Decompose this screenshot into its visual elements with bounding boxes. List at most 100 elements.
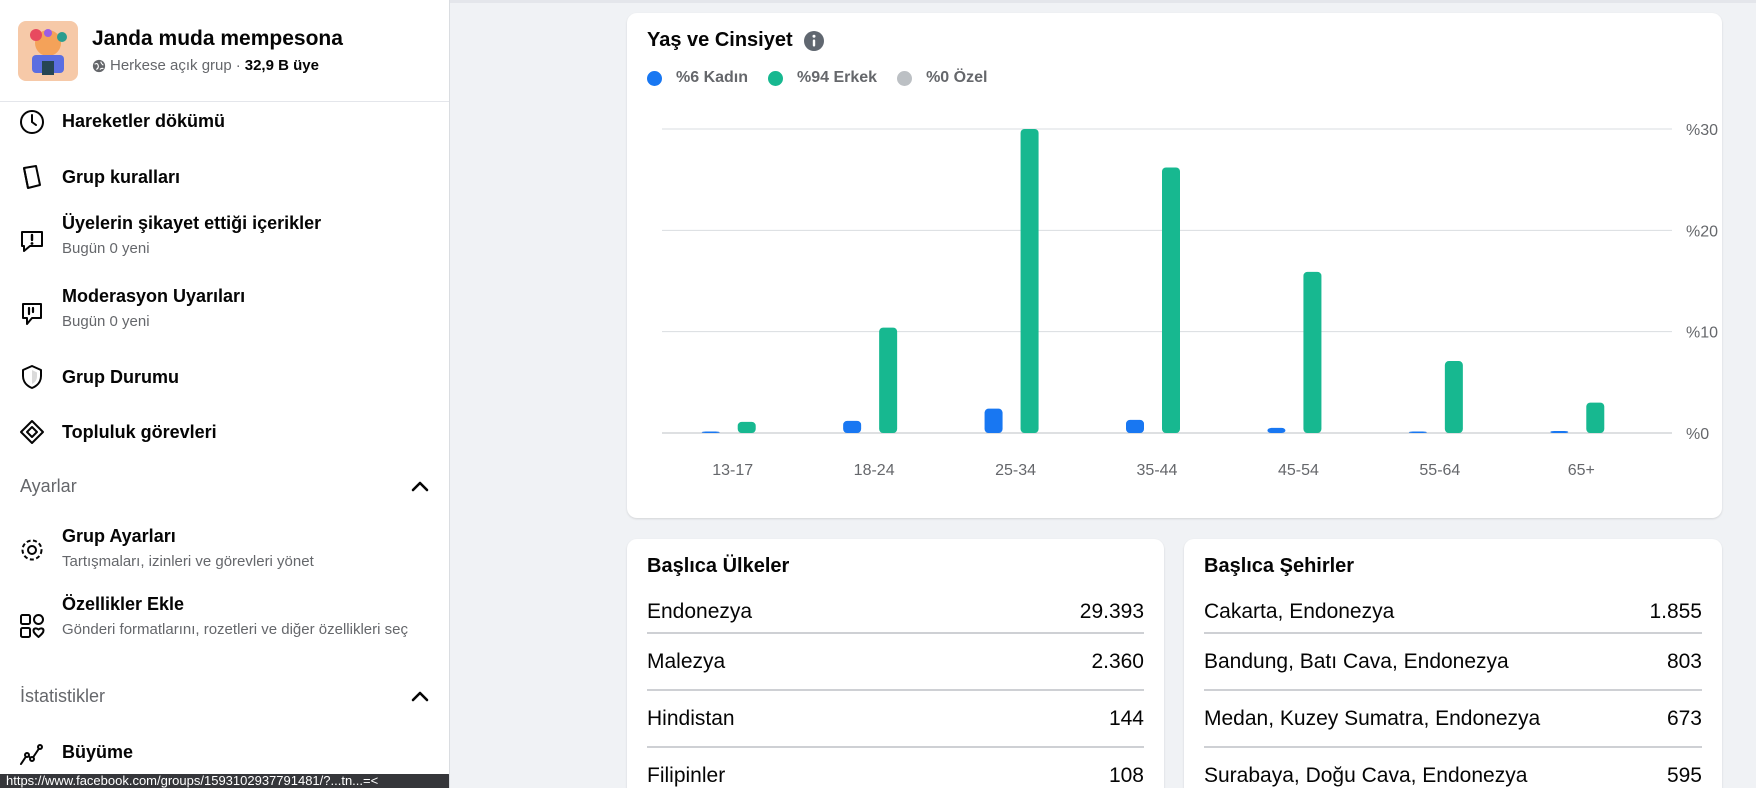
report-icon bbox=[21, 231, 43, 252]
city-value: 1.855 bbox=[1649, 599, 1702, 623]
legend-label: %94 Erkek bbox=[797, 69, 878, 86]
sidebar-item-label: Üyelerin şikayet ettiği içerikler bbox=[62, 213, 322, 233]
chevron-up-icon[interactable] bbox=[410, 687, 430, 707]
x-tick-label: 25-34 bbox=[995, 462, 1036, 479]
section-title: Ayarlar bbox=[20, 476, 77, 496]
top-divider bbox=[450, 0, 1756, 3]
chart-legend: %6 Kadın %94 Erkek %0 Özel bbox=[647, 69, 991, 87]
y-tick-label: %10 bbox=[1686, 325, 1718, 342]
list-item: Malezya 2.360 bbox=[647, 634, 1144, 691]
sidebar-item-add-features[interactable]: Özellikler Ekle Gönderi formatlarını, ro… bbox=[0, 594, 449, 640]
legend-item-male: %94 Erkek bbox=[768, 69, 877, 87]
country-name: Hindistan bbox=[647, 706, 735, 730]
bar-erkek-45-54[interactable] bbox=[1303, 271, 1322, 433]
sidebar-item-sub: Bugün 0 yeni bbox=[62, 313, 150, 330]
x-tick-label: 45-54 bbox=[1278, 462, 1319, 479]
sidebar-item-sub: Tartışmaları, izinleri ve görevleri yöne… bbox=[62, 553, 314, 570]
sidebar-item-reported-content[interactable]: Üyelerin şikayet ettiği içerikler Bugün … bbox=[0, 213, 449, 259]
city-name: Cakarta, Endonezya bbox=[1204, 599, 1395, 623]
age-gender-card: Yaş ve Cinsiyet %6 Kadın %94 Erkek %0 Öz… bbox=[627, 13, 1722, 518]
top-countries-card: Başlıca Ülkeler Endonezya 29.393 Malezya 2… bbox=[627, 539, 1164, 788]
bar-kadın-55-64[interactable] bbox=[1408, 431, 1427, 434]
meta-separator: · bbox=[235, 57, 241, 74]
top-cities-card: Başlıca Şehirler Cakarta, Endonezya 1.855… bbox=[1184, 539, 1722, 788]
chevron-up-icon[interactable] bbox=[410, 477, 430, 497]
sidebar-item-label: Özellikler Ekle bbox=[62, 594, 185, 614]
bar-erkek-35-44[interactable] bbox=[1162, 167, 1180, 434]
bar-kadın-13-17[interactable] bbox=[701, 431, 720, 434]
city-name: Bandung, Batı Cava, Endonezya bbox=[1204, 649, 1509, 673]
sidebar-item-group-settings[interactable]: Grup Ayarları Tartışmaları, izinleri ve … bbox=[0, 526, 449, 572]
sidebar-item-label: Grup Ayarları bbox=[62, 526, 176, 546]
list-title: Başlıca Ülkeler bbox=[647, 555, 790, 577]
country-name: Malezya bbox=[647, 649, 726, 673]
list-title: Başlıca Şehirler bbox=[1204, 555, 1355, 577]
bar-kadın-25-34[interactable] bbox=[984, 408, 1003, 433]
group-header[interactable]: Janda muda mempesona Herkese açık grup ·… bbox=[0, 0, 449, 102]
y-tick-label: %0 bbox=[1686, 426, 1709, 443]
group-avatar[interactable] bbox=[18, 20, 78, 81]
sidebar-item-group-rules[interactable]: Grup kuralları bbox=[0, 163, 449, 191]
list-item: Bandung, Batı Cava, Endonezya 803 bbox=[1204, 634, 1702, 691]
cities-list: Cakarta, Endonezya 1.855 Bandung, Batı Ca… bbox=[1204, 591, 1702, 788]
legend-dot bbox=[768, 70, 784, 86]
sidebar-item-sub: Bugün 0 yeni bbox=[62, 240, 150, 257]
city-value: 595 bbox=[1666, 763, 1702, 787]
sidebar-item-label: Grup kuralları bbox=[62, 167, 181, 187]
bar-erkek-13-17[interactable] bbox=[737, 421, 756, 433]
group-name[interactable]: Janda muda mempesona bbox=[92, 27, 343, 50]
bar-erkek-55-64[interactable] bbox=[1444, 361, 1463, 433]
book-icon bbox=[23, 165, 41, 189]
section-title: İstatistikler bbox=[20, 686, 106, 706]
legend-item-female: %6 Kadın bbox=[647, 69, 748, 87]
shapes-icon bbox=[20, 614, 45, 638]
legend-dot bbox=[897, 70, 913, 86]
x-tick-label: 18-24 bbox=[854, 462, 895, 479]
bar-kadın-65+[interactable] bbox=[1550, 430, 1569, 433]
info-icon[interactable] bbox=[803, 30, 825, 52]
globe-icon bbox=[92, 59, 106, 72]
sidebar-item-activity-log[interactable]: Hareketler dökümü bbox=[0, 108, 449, 136]
country-name: Endonezya bbox=[647, 599, 753, 623]
sidebar-item-label: Grup Durumu bbox=[62, 367, 179, 387]
sidebar: Janda muda mempesona Herkese açık grup ·… bbox=[0, 0, 450, 788]
bar-erkek-65+[interactable] bbox=[1586, 402, 1605, 433]
sidebar-item-label: Hareketler dökümü bbox=[62, 111, 226, 131]
bar-erkek-25-34[interactable] bbox=[1020, 129, 1039, 433]
diamond-icon bbox=[20, 420, 44, 444]
group-members[interactable]: 32,9 B üye bbox=[244, 57, 319, 74]
city-name: Surabaya, Doğu Cava, Endonezya bbox=[1204, 763, 1528, 787]
list-item: Surabaya, Doğu Cava, Endonezya 595 bbox=[1204, 748, 1702, 788]
sidebar-item-group-status[interactable]: Grup Durumu bbox=[0, 363, 449, 391]
alert-bubble-icon bbox=[22, 303, 42, 325]
shield-icon bbox=[22, 365, 42, 389]
settings-section-header[interactable]: Ayarlar bbox=[0, 476, 449, 497]
sidebar-item-label: Moderasyon Uyarıları bbox=[62, 286, 246, 306]
sidebar-item-community-tasks[interactable]: Topluluk görevleri bbox=[0, 418, 449, 446]
gear-icon bbox=[21, 539, 43, 561]
x-tick-label: 35-44 bbox=[1137, 462, 1178, 479]
y-tick-label: %30 bbox=[1686, 122, 1718, 139]
country-name: Filipinler bbox=[647, 763, 726, 787]
list-item: Medan, Kuzey Sumatra, Endonezya 673 bbox=[1204, 691, 1702, 748]
legend-label: %6 Kadın bbox=[676, 69, 749, 86]
bar-kadın-18-24[interactable] bbox=[843, 420, 862, 433]
legend-label: %0 Özel bbox=[926, 69, 988, 86]
city-value: 673 bbox=[1666, 706, 1702, 730]
country-value: 108 bbox=[1108, 763, 1144, 787]
sidebar-item-moderation-alerts[interactable]: Moderasyon Uyarıları Bugün 0 yeni bbox=[0, 286, 449, 332]
bar-kadın-45-54[interactable] bbox=[1267, 427, 1286, 433]
sidebar-item-growth[interactable]: Büyüme bbox=[0, 740, 449, 768]
country-value: 29.393 bbox=[1079, 599, 1144, 623]
chart-title: Yaş ve Cinsiyet bbox=[647, 29, 825, 52]
countries-list: Endonezya 29.393 Malezya 2.360 Hindistan 14… bbox=[647, 591, 1144, 788]
age-gender-bar-chart: %0 %10 %20 %30 13-17 18-24 25-34 35-44 45-54 55-6… bbox=[662, 122, 1718, 479]
list-item: Cakarta, Endonezya 1.855 bbox=[1204, 591, 1702, 634]
insights-section-header[interactable]: İstatistikler bbox=[0, 686, 449, 707]
list-item: Filipinler 108 bbox=[647, 748, 1144, 788]
country-value: 144 bbox=[1108, 706, 1144, 730]
bar-kadın-35-44[interactable] bbox=[1126, 419, 1144, 433]
group-meta: Herkese açık grup · 32,9 B üye bbox=[92, 57, 343, 74]
country-value: 2.360 bbox=[1091, 649, 1144, 673]
bar-erkek-18-24[interactable] bbox=[879, 327, 898, 433]
